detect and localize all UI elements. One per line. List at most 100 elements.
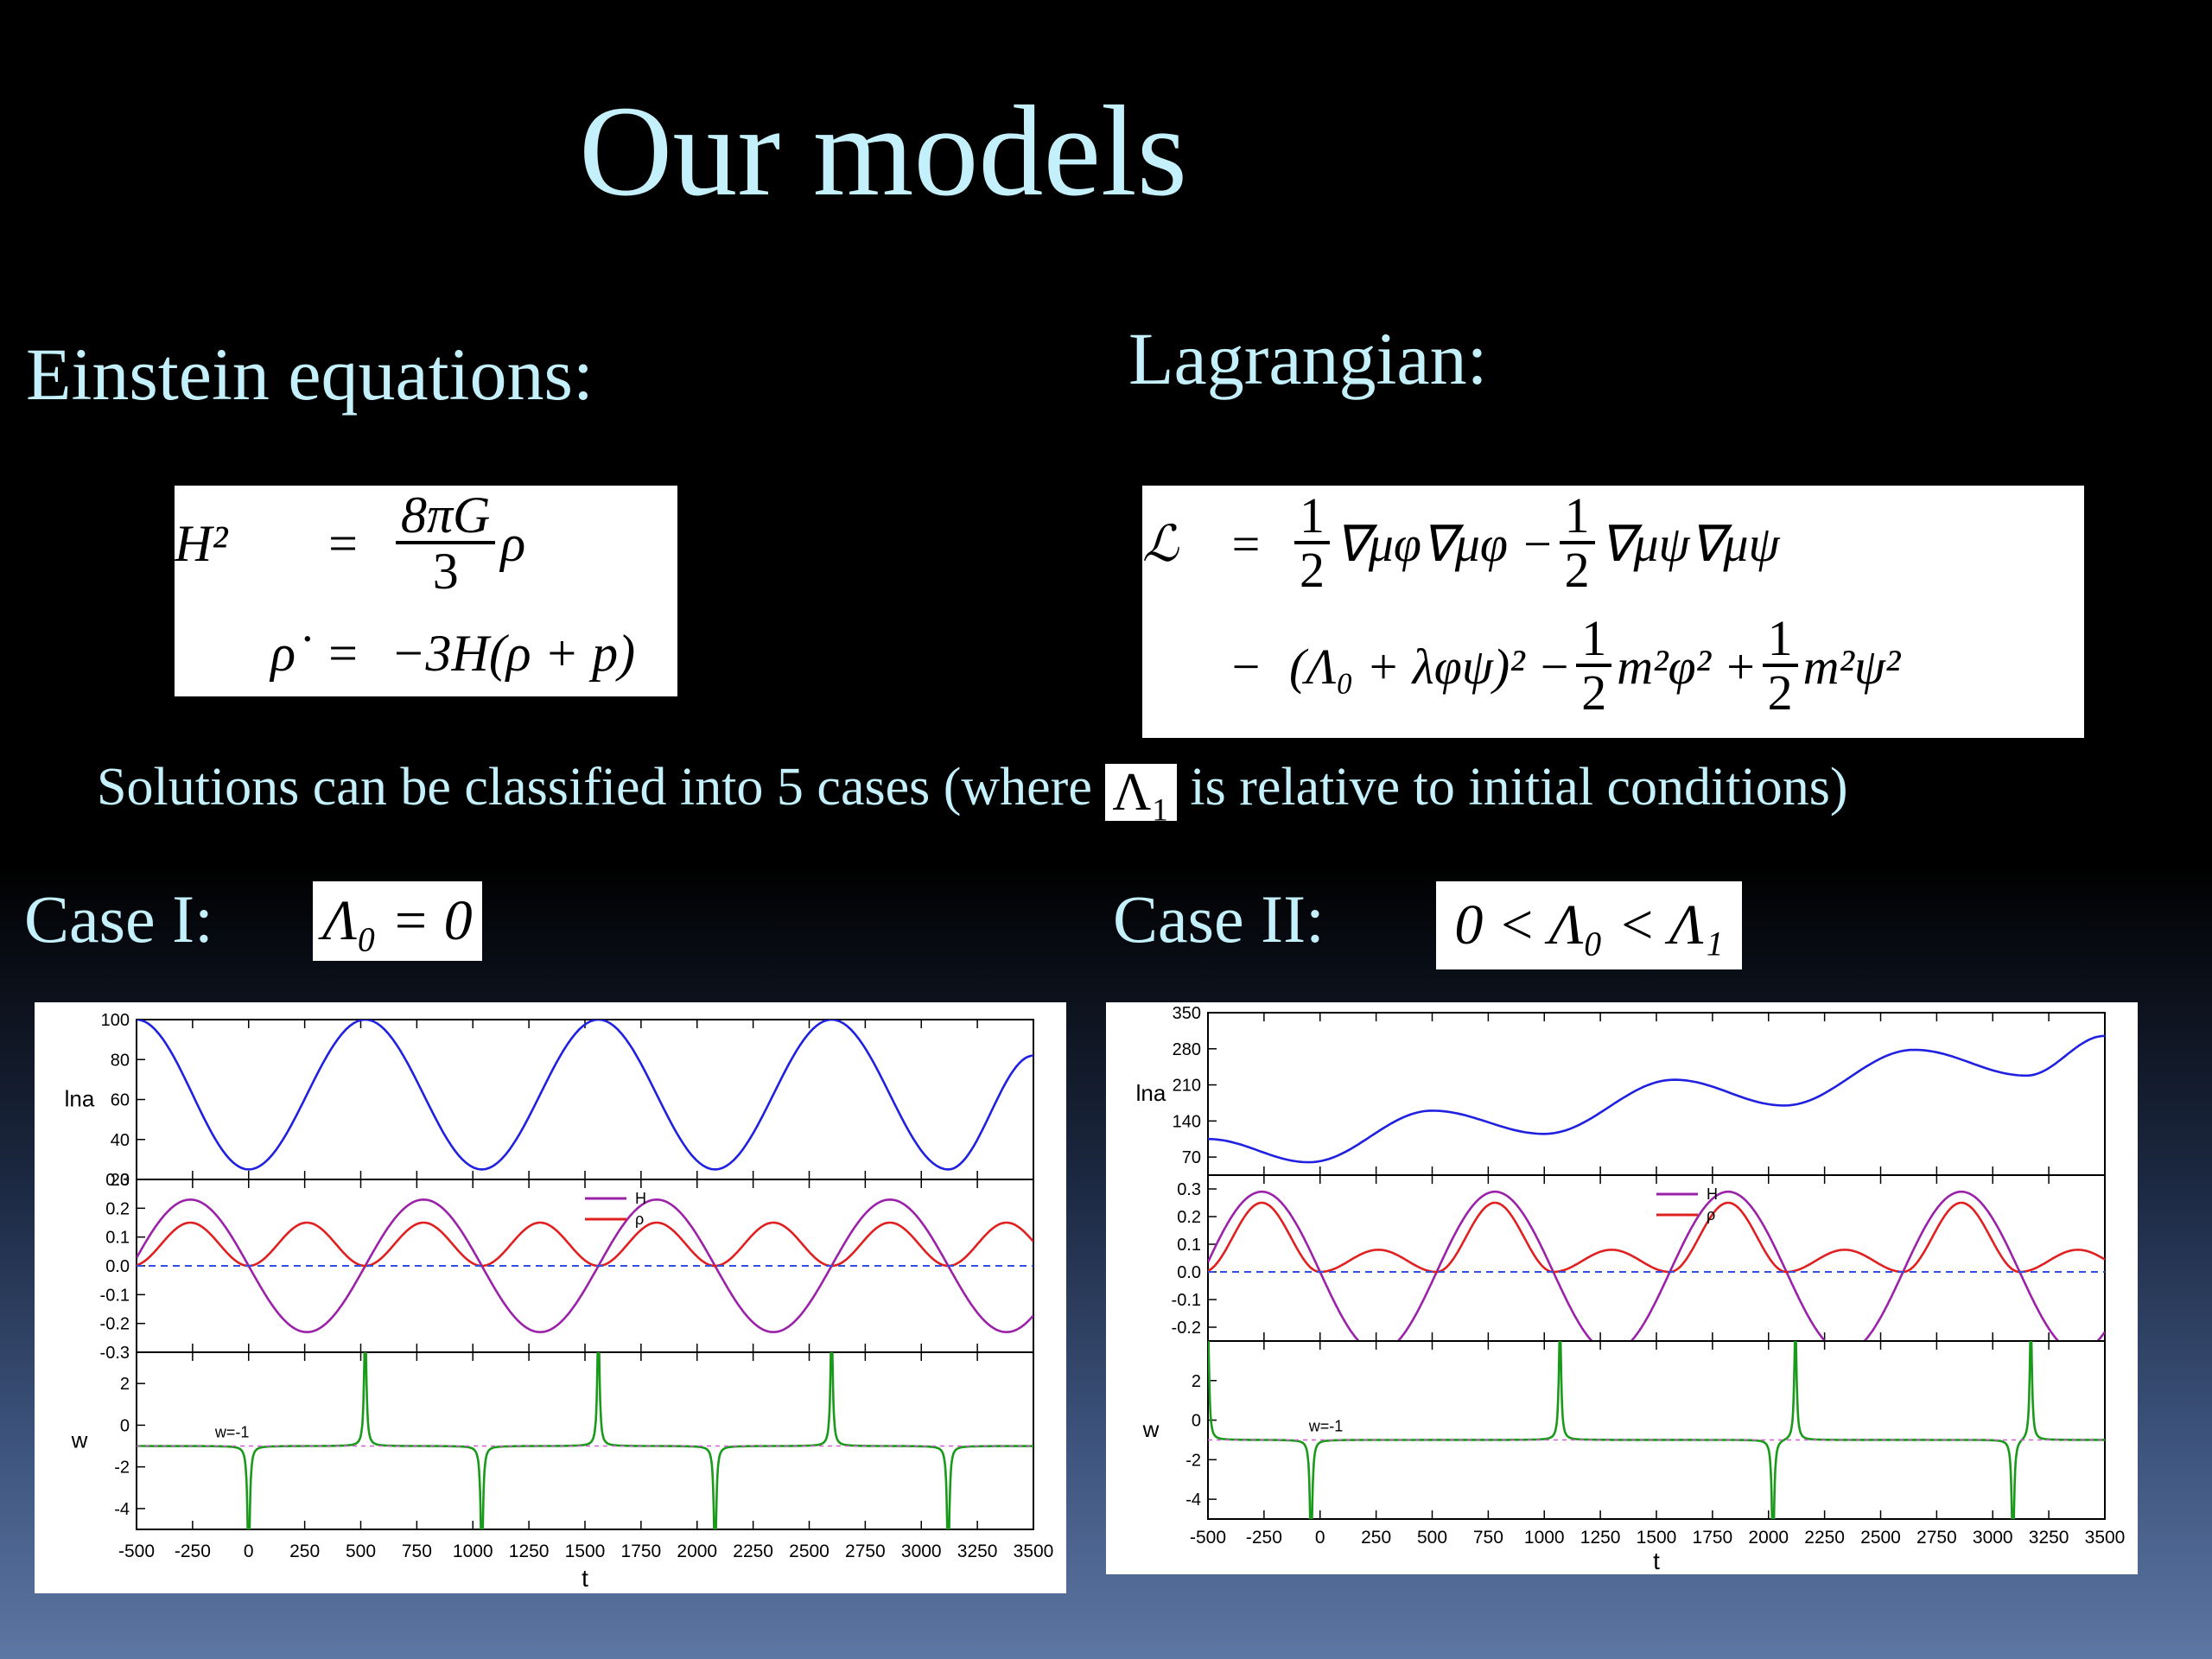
einstein-row2-lhs: ρ̇ xyxy=(270,625,296,682)
y-axis-label: lna xyxy=(65,1086,95,1112)
half-1-den: 2 xyxy=(1300,542,1325,598)
y-tick-label: 60 xyxy=(111,1091,130,1110)
einstein-row1-tail: ρ xyxy=(500,515,526,572)
lagrangian-term-3: (Λ₀ + λφψ)² − xyxy=(1289,638,1572,695)
y-tick-label: -4 xyxy=(114,1500,130,1519)
x-tick-label: -500 xyxy=(1190,1528,1226,1548)
y-tick-label: 0 xyxy=(1192,1412,1201,1431)
slide-title: Our models xyxy=(579,79,1188,223)
x-tick-label: 3250 xyxy=(957,1541,998,1561)
y-tick-label: 2 xyxy=(1192,1372,1201,1391)
y-tick-label: -2 xyxy=(114,1459,130,1478)
y-tick-label: 0.1 xyxy=(1177,1236,1201,1255)
x-tick-label: 750 xyxy=(1473,1528,1503,1548)
x-tick-label: 750 xyxy=(402,1541,432,1561)
x-tick-label: -500 xyxy=(118,1541,155,1561)
x-tick-label: 1750 xyxy=(621,1541,662,1561)
einstein-equations-box: H² = 8πG 3 ρ ρ̇ = −3H(ρ + p) xyxy=(175,486,677,696)
lagrangian-row-1: ℒ = 1 2 ∇μφ∇μφ − 1 2 ∇μψ∇μψ xyxy=(1142,491,1780,597)
x-tick-label: 3000 xyxy=(901,1541,942,1561)
einstein-fraction: 8πG 3 xyxy=(396,489,496,600)
lagrangian-half-2: 1 2 xyxy=(1559,491,1595,598)
x-tick-label: 500 xyxy=(346,1541,376,1561)
case2-condition: 0 < Λ₀ < Λ₁ xyxy=(1436,881,1742,969)
y-axis-label: lna xyxy=(1136,1080,1166,1106)
panel-3: -4 -2 0 2 w w=-1 xyxy=(1142,1340,2106,1520)
x-tick-label: 1750 xyxy=(1693,1528,1733,1548)
half-4-num: 1 xyxy=(1762,613,1798,667)
half-3-num: 1 xyxy=(1576,613,1612,667)
lagrangian-half-1: 1 2 xyxy=(1294,491,1330,597)
y-tick-label: 100 xyxy=(101,1011,130,1030)
x-tick-label: 2250 xyxy=(733,1541,773,1561)
half-3-den: 2 xyxy=(1581,664,1607,721)
lagrangian-eq: = xyxy=(1231,515,1261,572)
x-tick-label: 1500 xyxy=(565,1541,606,1561)
einstein-fraction-den: 3 xyxy=(432,543,459,600)
y-tick-label: 0.0 xyxy=(105,1257,130,1276)
y-tick-label: 280 xyxy=(1173,1040,1201,1059)
einstein-row2-eq: = xyxy=(328,625,358,682)
x-tick-label: -250 xyxy=(175,1541,211,1561)
panel-2: -0.3 -0.2 -0.1 0.0 0.1 0.2 0.3 Hρ xyxy=(100,1171,1034,1363)
x-tick-label: 2000 xyxy=(1748,1528,1789,1548)
x-tick-label: 250 xyxy=(1361,1528,1391,1548)
einstein-fraction-num: 8πG xyxy=(396,489,496,544)
einstein-row-2: ρ̇ = −3H(ρ + p) xyxy=(175,624,635,683)
x-tick-label: 1250 xyxy=(509,1541,550,1561)
case1-condition: Λ₀ = 0 xyxy=(313,881,482,961)
series-line-H xyxy=(137,1198,1033,1334)
y-tick-label: -0.1 xyxy=(100,1286,130,1305)
y-tick-label: 20 xyxy=(111,1171,130,1190)
panel-2: -0.2 -0.1 0.0 0.1 0.2 0.3 Hρ xyxy=(1172,1174,2106,1342)
y-tick-label: 350 xyxy=(1173,1004,1201,1023)
x-tick-label: 3250 xyxy=(2029,1528,2069,1548)
lagrangian-term-2: ∇μψ∇μψ xyxy=(1599,516,1780,573)
x-axis-label: t xyxy=(1653,1548,1660,1574)
y-tick-label: -2 xyxy=(1185,1451,1201,1470)
y-tick-label: -0.2 xyxy=(100,1315,130,1334)
series-line-main xyxy=(1208,1034,2105,1164)
y-tick-label: 0.2 xyxy=(105,1199,130,1218)
x-tick-label: 0 xyxy=(244,1541,254,1561)
einstein-row-1: H² = 8πG 3 ρ xyxy=(175,489,525,599)
x-tick-label: 1500 xyxy=(1637,1528,1677,1548)
panel-1: 20 40 60 80 100 lna xyxy=(65,1011,1034,1190)
half-1-num: 1 xyxy=(1294,491,1330,544)
x-tick-label: 2750 xyxy=(845,1541,886,1561)
lambda1-chip: Λ₁ xyxy=(1105,763,1177,821)
panel-frame xyxy=(1207,1012,2106,1176)
lagrangian-term-5: m²ψ² xyxy=(1802,638,1901,695)
y-tick-label: -0.3 xyxy=(100,1344,130,1363)
x-tick-label: 2750 xyxy=(1916,1528,1957,1548)
y-tick-label: 0.3 xyxy=(1177,1180,1201,1199)
y-tick-label: 80 xyxy=(111,1051,130,1070)
x-tick-label: 3500 xyxy=(1014,1541,1054,1561)
x-tick-label: 2500 xyxy=(789,1541,830,1561)
x-tick-label: 1000 xyxy=(1524,1528,1565,1548)
lagrangian-half-4: 1 2 xyxy=(1762,613,1798,721)
x-tick-label: -250 xyxy=(1246,1528,1282,1548)
series-line-rho xyxy=(1208,1201,2105,1274)
y-tick-label: 140 xyxy=(1173,1112,1201,1131)
case1-label: Case I: xyxy=(24,881,213,957)
x-tick-label: 2250 xyxy=(1804,1528,1845,1548)
y-tick-label: 0.3 xyxy=(105,1171,130,1190)
y-tick-label: 40 xyxy=(111,1131,130,1150)
x-tick-label: 500 xyxy=(1417,1528,1447,1548)
legend-label: ρ xyxy=(1707,1206,1715,1224)
series-line-main xyxy=(137,1020,1033,1171)
half-2-den: 2 xyxy=(1564,542,1590,598)
x-tick-label: 3000 xyxy=(1973,1528,2013,1548)
einstein-row2-rhs: −3H(ρ + p) xyxy=(391,625,636,682)
y-tick-label: 210 xyxy=(1173,1077,1201,1096)
y-tick-label: -0.1 xyxy=(1172,1291,1201,1310)
half-4-den: 2 xyxy=(1767,664,1793,721)
einstein-heading: Einstein equations: xyxy=(26,333,594,416)
legend-label: H xyxy=(1707,1185,1718,1203)
lagrangian-row-2: − (Λ₀ + λφψ)² − 1 2 m²φ² + 1 2 m²ψ² xyxy=(1142,613,1901,721)
y-tick-label: -4 xyxy=(1185,1491,1201,1510)
y-tick-label: 0.1 xyxy=(105,1229,130,1248)
